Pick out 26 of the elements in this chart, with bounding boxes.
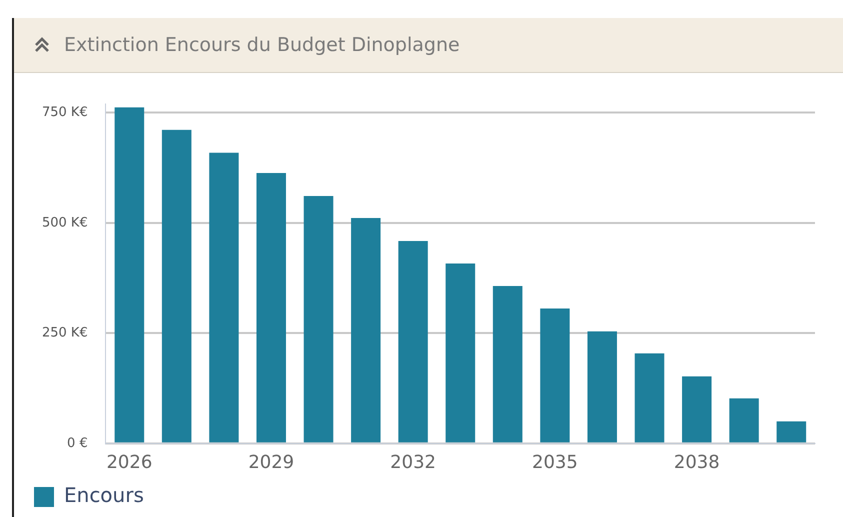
chart-title: Extinction Encours du Budget Dinoplagne: [64, 34, 460, 56]
bar: [540, 308, 570, 442]
x-tick-label: 2029: [248, 452, 294, 473]
bar: [114, 107, 144, 442]
y-tick-label: 500 K€: [42, 215, 88, 230]
bar: [398, 240, 428, 442]
legend-label: Encours: [64, 483, 144, 508]
x-tick-label: 2035: [532, 452, 578, 473]
bar: [209, 152, 239, 442]
bar: [351, 218, 381, 442]
bar: [776, 421, 806, 442]
y-tick-label: 750 K€: [42, 104, 88, 120]
bar: [634, 353, 664, 442]
bar: [446, 263, 476, 442]
bar: [304, 196, 334, 442]
x-tick-label: 2026: [106, 452, 152, 473]
bar: [492, 286, 522, 442]
bar: [682, 376, 712, 442]
y-tick-label: 250 K€: [42, 326, 88, 341]
bar: [162, 130, 192, 442]
x-tick-label: 2038: [674, 452, 720, 473]
y-tick-label: 0 €: [67, 436, 88, 451]
bar: [587, 331, 617, 442]
x-tick-label: 2032: [390, 452, 436, 473]
bar: [256, 173, 286, 442]
bar: [729, 398, 759, 442]
